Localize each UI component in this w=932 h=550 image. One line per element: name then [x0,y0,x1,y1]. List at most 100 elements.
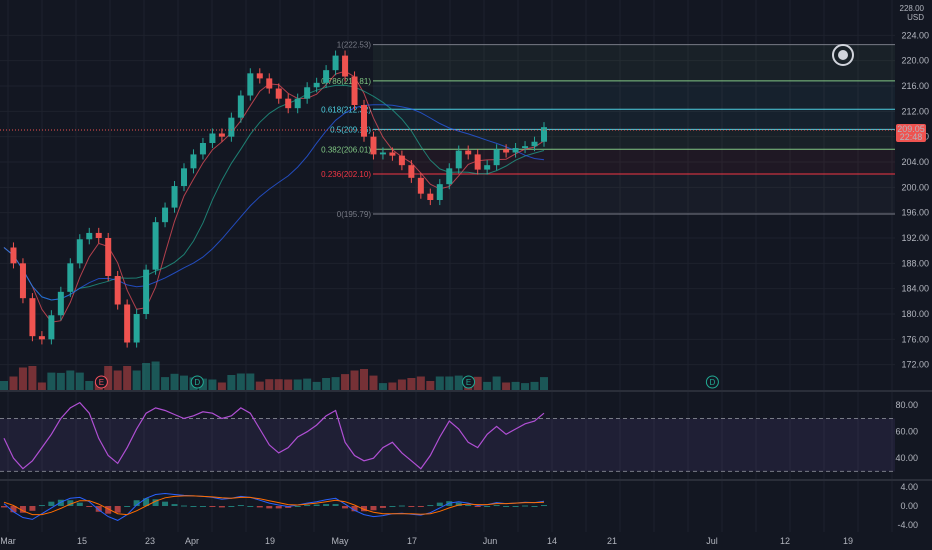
macd-histogram-bar [465,505,472,507]
volume-bar [18,367,27,390]
candle-body [199,143,206,155]
candle-body [313,82,320,88]
volume-bar [227,375,236,390]
candle-body [152,222,159,270]
candle-body [323,70,330,83]
candle-body [190,154,197,169]
macd-histogram-bar [218,506,225,508]
macd-histogram-bar [389,506,396,507]
volume-bar [312,381,321,390]
volume-bar [454,375,463,390]
candle-body [266,78,273,89]
volume-bar [28,366,37,390]
volume-bar [397,379,406,390]
volume-bar [37,382,46,390]
volume-bar [293,379,302,390]
candle-body [493,149,500,166]
price-tick-label: 172.00 [901,360,929,370]
event-marker [705,375,719,389]
macd-histogram-bar [474,506,481,507]
candle-body [29,298,36,337]
candle-body [162,207,169,223]
macd-histogram-bar [209,506,216,507]
fib-band [373,129,895,150]
fib-band [373,80,895,110]
price-tick-label: 192.00 [901,233,929,243]
macd-histogram-bar [379,506,386,508]
grid-lines [0,0,895,532]
candle-body [361,105,367,137]
fib-level-label: 0.5(209.16) [330,125,371,134]
volume-bar [9,376,18,390]
volume-bar [265,379,274,390]
macd-histogram-bar [114,506,121,513]
macd-histogram-bar [10,506,17,513]
candle-body [143,269,150,314]
time-tick-label: May [331,536,349,546]
currency-label: USD [907,13,924,22]
volume-bar [378,383,387,390]
record-target-icon[interactable] [832,44,854,66]
volume-bar [331,377,340,390]
candle-body [465,150,472,155]
macd-histogram-bar [427,505,434,507]
macd-histogram-bar [304,505,311,507]
volume-bar [161,377,170,390]
candle-body [455,150,462,169]
candle-body [19,263,26,299]
time-tick-label: 23 [145,536,155,546]
macd-histogram-bar [171,504,178,506]
fib-level-label: 0.236(202.10) [321,170,371,179]
volume-bar [360,369,368,390]
event-marker-label: D [710,378,716,387]
price-tick-label: 204.00 [901,157,929,167]
moving-average-line [3,70,545,323]
candle-body [389,152,396,156]
candle-body [446,168,453,185]
macd-histogram-bar [455,502,462,506]
volume-bar [132,370,141,390]
macd-histogram-bar [398,505,405,507]
macd-tick-label: 4.00 [900,482,918,492]
time-tick-label: 19 [843,536,853,546]
macd-histogram-bar [124,506,131,507]
time-tick-label: Apr [185,536,199,546]
fib-level-label: 0.618(212.32) [321,105,371,114]
price-tick-label: 180.00 [901,309,929,319]
volume-bar [180,375,188,390]
time-tick-label: Mar [0,536,16,546]
macd-histogram-bar [361,506,367,512]
price-scale-top: 228.00 [899,4,924,13]
macd-histogram-bar [436,502,443,506]
volume-bar [66,370,75,390]
candle-body [370,136,377,155]
rsi-band-fill [0,418,895,472]
macd-histogram-bar [512,506,519,507]
volume-bar [540,377,548,390]
fib-level-label: 1(222.53) [337,41,372,50]
candle-body [209,133,216,143]
macd-histogram-bar [237,505,244,507]
volume-bar [435,376,444,390]
time-tick-label: 21 [607,536,617,546]
macd-histogram-bar [342,506,349,509]
time-tick-label: 17 [407,536,417,546]
macd-histogram-bar [181,505,187,507]
volume-bar [407,378,416,390]
time-tick-label: 14 [547,536,557,546]
macd-pane: 4.00 0.00 -4.00 [1,482,918,530]
macd-histogram-bar [76,502,83,506]
candle-body [503,149,510,153]
volume-bar [284,379,293,390]
volume-bar [492,376,501,390]
macd-line [3,492,545,521]
time-tick-label: Jun [483,536,498,546]
volume-bar [511,381,520,390]
candle-body [531,141,538,147]
last-price-badge [896,124,926,143]
candle-body [57,291,64,316]
macd-histogram-bar [256,506,263,508]
rsi-pane: 80.00 60.00 40.00 [0,400,918,472]
